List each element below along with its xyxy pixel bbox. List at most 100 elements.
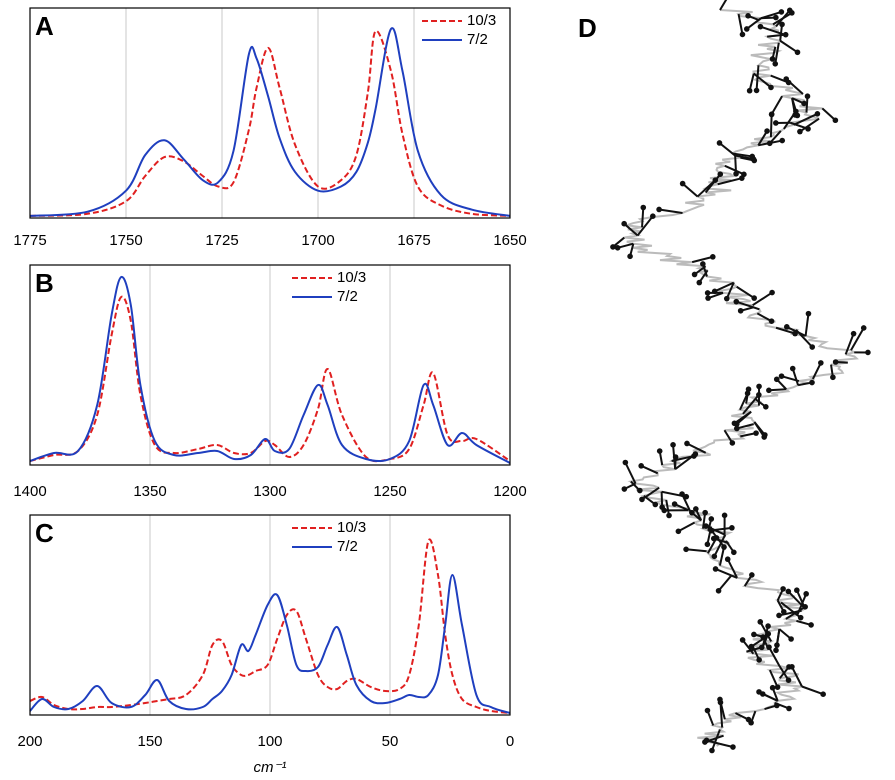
atom bbox=[769, 56, 776, 62]
atom bbox=[737, 307, 744, 314]
vector-arrow bbox=[735, 300, 760, 311]
atom bbox=[652, 501, 659, 508]
atom bbox=[739, 637, 746, 643]
atom bbox=[751, 631, 757, 638]
panel-label: A bbox=[35, 11, 54, 41]
vector-arrow bbox=[785, 605, 806, 620]
atom bbox=[756, 391, 762, 398]
atom bbox=[709, 747, 715, 754]
vector-arrow bbox=[748, 73, 755, 91]
x-tick-label: 0 bbox=[506, 733, 514, 750]
vector-arrow bbox=[691, 255, 714, 264]
atom bbox=[672, 454, 679, 460]
atom bbox=[764, 128, 770, 134]
vector-arrow bbox=[739, 392, 749, 411]
atom bbox=[716, 140, 723, 146]
atom bbox=[621, 220, 627, 227]
atom bbox=[773, 120, 779, 126]
atom bbox=[769, 289, 775, 296]
atom bbox=[801, 100, 807, 107]
legend-label: 7/2 bbox=[337, 288, 358, 305]
atom bbox=[704, 290, 711, 296]
atom bbox=[782, 31, 789, 38]
atom bbox=[659, 504, 665, 510]
atom bbox=[739, 175, 745, 181]
vector-arrow bbox=[760, 10, 782, 20]
atom bbox=[650, 213, 656, 219]
x-tick-label: 1700 bbox=[301, 232, 334, 249]
vector-arrow bbox=[791, 666, 803, 687]
spectrum-line bbox=[29, 573, 511, 714]
atom bbox=[729, 525, 735, 531]
atom bbox=[773, 14, 779, 21]
vector-arrow bbox=[741, 639, 755, 655]
atom bbox=[723, 295, 730, 302]
atom bbox=[768, 318, 775, 324]
atom bbox=[809, 344, 816, 350]
vector-arrow bbox=[707, 537, 718, 554]
vector-arrow bbox=[717, 575, 732, 592]
atom bbox=[717, 699, 724, 706]
atom bbox=[776, 612, 782, 619]
legend-label: 7/2 bbox=[467, 31, 488, 48]
vector-arrow bbox=[770, 74, 789, 84]
atom bbox=[746, 87, 753, 94]
vector-arrow bbox=[781, 375, 800, 383]
x-tick-label: 1300 bbox=[253, 483, 286, 500]
atom bbox=[850, 330, 857, 337]
vector-arrow bbox=[736, 285, 755, 299]
atom bbox=[766, 644, 772, 650]
spectrum-line bbox=[29, 538, 511, 714]
x-tick-label: 1775 bbox=[13, 232, 46, 249]
atom bbox=[832, 117, 839, 124]
atom bbox=[832, 359, 839, 365]
vector-arrow bbox=[791, 97, 797, 116]
x-tick-label: 200 bbox=[17, 733, 42, 750]
atom bbox=[729, 440, 736, 446]
vector-arrow bbox=[768, 669, 779, 688]
atom bbox=[679, 491, 685, 497]
atom bbox=[638, 463, 644, 469]
atom bbox=[702, 509, 708, 516]
vector-arrow bbox=[717, 177, 743, 186]
atom bbox=[753, 87, 760, 94]
legend-label: 10/3 bbox=[337, 269, 366, 286]
spectrum-line bbox=[29, 275, 511, 464]
plot-frame bbox=[29, 514, 511, 716]
atom bbox=[753, 430, 759, 436]
atom bbox=[809, 379, 815, 386]
vector-arrow bbox=[737, 13, 744, 35]
vector-arrow bbox=[752, 291, 773, 307]
atom bbox=[780, 586, 786, 592]
vector-arrow bbox=[681, 182, 699, 198]
atom bbox=[802, 604, 808, 610]
atom bbox=[703, 523, 709, 529]
atom bbox=[761, 434, 767, 440]
vector-arrow bbox=[658, 208, 683, 214]
x-tick-label: 1675 bbox=[397, 232, 430, 249]
vector-arrow bbox=[725, 282, 735, 300]
atom bbox=[788, 636, 794, 642]
atom bbox=[730, 744, 736, 750]
atom bbox=[830, 374, 836, 381]
atom bbox=[818, 360, 824, 366]
vector-arrow bbox=[793, 112, 818, 126]
vector-arrow bbox=[719, 702, 724, 728]
atom bbox=[774, 684, 781, 690]
vector-arrow bbox=[804, 313, 810, 337]
vector-arrow bbox=[726, 558, 738, 579]
vector-arrow bbox=[736, 423, 754, 430]
vector-arrow bbox=[844, 333, 855, 355]
vector-arrow bbox=[753, 72, 772, 89]
vector-arrow bbox=[733, 410, 752, 425]
atom bbox=[756, 689, 762, 695]
atom bbox=[773, 647, 779, 654]
atom bbox=[700, 261, 706, 267]
vector-arrow bbox=[760, 25, 785, 36]
atom bbox=[804, 93, 811, 100]
vector-arrow bbox=[768, 646, 781, 667]
panel-label: D bbox=[578, 13, 597, 43]
vector-arrow bbox=[772, 11, 793, 26]
atom bbox=[785, 677, 792, 683]
